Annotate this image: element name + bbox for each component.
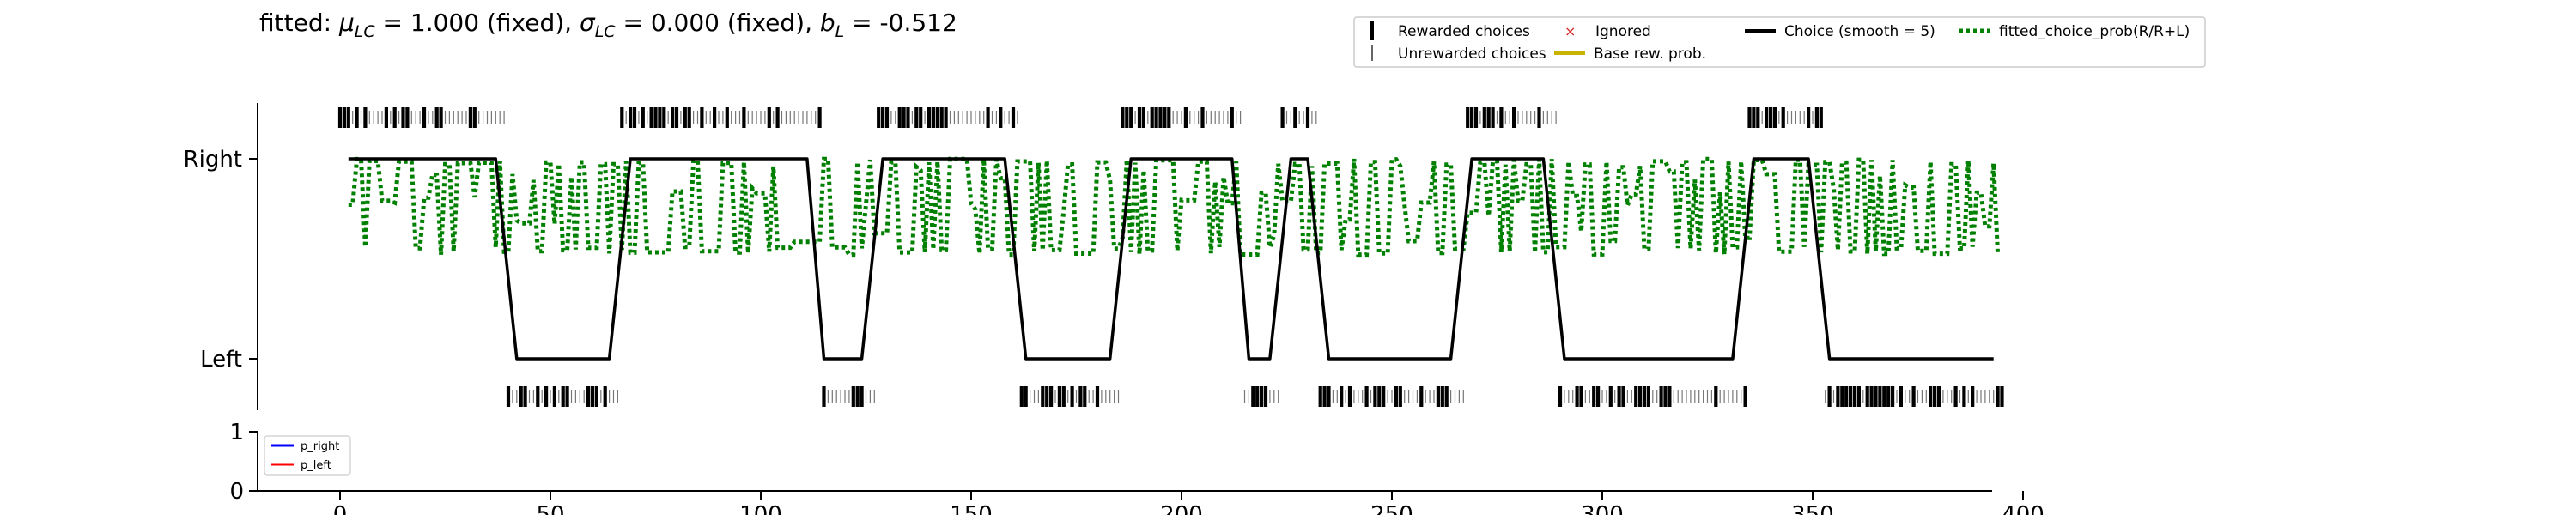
legend-entry: × Ignored bbox=[1564, 23, 1651, 40]
right-choice-ticks bbox=[337, 107, 1823, 128]
bottom-xtick-label: 50 bbox=[536, 502, 564, 515]
bottom-ytick-label: 1 bbox=[229, 420, 244, 445]
bottom-xtick-label: 150 bbox=[950, 502, 993, 515]
ignored-legend-marker: × bbox=[1564, 23, 1576, 39]
bottom-xtick-label: 0 bbox=[333, 502, 348, 515]
bottom-xtick-label: 350 bbox=[1791, 502, 1834, 515]
choice-axes: Left Right bbox=[184, 103, 2004, 410]
rewarded-choices-legend-label: Rewarded choices bbox=[1398, 23, 1530, 40]
bottom-xtick-label: 400 bbox=[2002, 502, 2044, 515]
title-sigma-subscript: LC bbox=[595, 22, 617, 41]
top-legend: Rewarded choices Unrewarded choices × Ignor… bbox=[1353, 16, 2206, 68]
title-b-value: = -0.512 bbox=[844, 9, 957, 37]
legend-entry: Base rew. prob. bbox=[1554, 45, 1706, 63]
prob-axes: 0 1 0 50 100 150 200 250 300 350 400 p_right p_le… bbox=[229, 420, 2044, 515]
fitted-choice-prob-line bbox=[348, 156, 2001, 258]
prob-legend: p_right p_left bbox=[264, 435, 351, 476]
main-ytick-label: Left bbox=[200, 347, 242, 373]
legend-entry: Rewarded choices bbox=[1370, 21, 1530, 40]
title-mu-subscript: LC bbox=[355, 22, 376, 41]
choice-smooth-5-legend-label: Choice (smooth = 5) bbox=[1784, 23, 1935, 40]
fitted-choice-prob-r-r-l-legend-label: fitted_choice_prob(R/R+L) bbox=[1999, 23, 2190, 40]
title-b-symbol: b bbox=[820, 9, 835, 37]
legend-entry: Unrewarded choices bbox=[1371, 45, 1546, 63]
p-right-legend-label: p_right bbox=[301, 440, 339, 453]
base-rew-prob-legend-label: Base rew. prob. bbox=[1594, 45, 1706, 63]
left-choice-ticks bbox=[506, 386, 2004, 407]
title-b-subscript: L bbox=[835, 22, 845, 41]
bottom-xtick-label: 100 bbox=[739, 502, 782, 515]
title-mu-value: = 1.000 (fixed), bbox=[375, 9, 580, 37]
chart-title: fitted: μLC = 1.000 (fixed), σLC = 0.000… bbox=[259, 9, 957, 41]
bottom-xtick-label: 300 bbox=[1581, 502, 1624, 515]
legend-entry: Choice (smooth = 5) bbox=[1745, 23, 1935, 40]
title-mu-symbol: μ bbox=[338, 9, 355, 37]
title-prefix: fitted: bbox=[259, 9, 339, 37]
unrewarded-choices-legend-label: Unrewarded choices bbox=[1398, 45, 1546, 63]
smoothed-choice-line bbox=[348, 157, 1994, 360]
title-sigma-value: = 0.000 (fixed), bbox=[616, 9, 820, 37]
bottom-xtick-label: 200 bbox=[1160, 502, 1203, 515]
legend-entry: fitted_choice_prob(R/R+L) bbox=[1959, 23, 2190, 40]
ignored-legend-label: Ignored bbox=[1595, 23, 1651, 40]
p-left-legend-label: p_left bbox=[301, 459, 331, 472]
title-sigma-symbol: σ bbox=[580, 9, 596, 37]
bottom-ytick-label: 0 bbox=[229, 479, 244, 505]
main-ytick-label: Right bbox=[184, 147, 242, 173]
bottom-xtick-label: 250 bbox=[1370, 502, 1413, 515]
